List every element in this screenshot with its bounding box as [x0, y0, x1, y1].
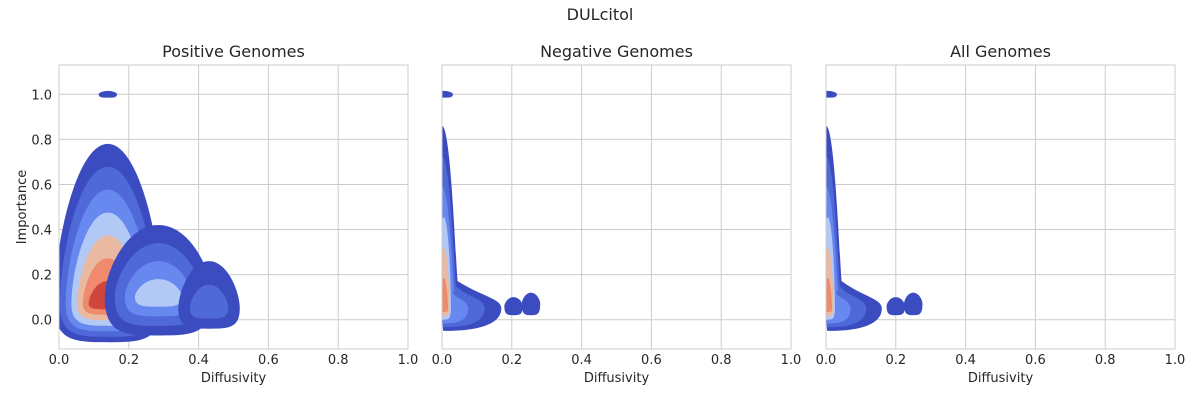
- x-tick-label: 0.0: [49, 353, 70, 368]
- panel-title: Positive Genomes: [162, 42, 305, 61]
- x-tick-label: 1.0: [1165, 353, 1186, 368]
- panel-3: 0.0 0.2 0.4 0.6 0.8 1.0 All Genomes Diffusivity: [816, 42, 1186, 386]
- x-tick-label: 0.6: [641, 353, 662, 368]
- x-tick-label: 0.4: [571, 353, 592, 368]
- panel-2: 0.0 0.2 0.4 0.6 0.8 1.0 Negative Genomes Diffus…: [432, 42, 802, 386]
- panel-title: All Genomes: [950, 42, 1051, 61]
- x-axis-label: Diffusivity: [968, 371, 1034, 386]
- x-tick-label: 1.0: [398, 353, 419, 368]
- y-tick-label: 0.0: [31, 314, 52, 329]
- x-tick-label: 0.4: [188, 353, 209, 368]
- contour-level: [521, 292, 541, 316]
- contour-level: [189, 284, 229, 319]
- contour-level: [442, 90, 453, 98]
- contour-level: [826, 90, 837, 98]
- x-tick-label: 0.6: [1025, 353, 1046, 368]
- density-contours: [59, 90, 240, 343]
- contour-level: [134, 279, 182, 307]
- axes-frame: [441, 64, 792, 350]
- contour-level: [504, 297, 523, 316]
- x-tick-label: 1.0: [781, 353, 802, 368]
- x-tick-label: 0.0: [432, 353, 453, 368]
- density-contours: [442, 90, 541, 331]
- x-axis-label: Diffusivity: [584, 371, 650, 386]
- figure-suptitle: DULcitol: [566, 5, 634, 24]
- contour-level: [886, 297, 906, 316]
- x-tick-label: 0.6: [258, 353, 279, 368]
- panel-1: 0.0 0.2 0.4 0.6 0.8 1.0 0.0 0.2 0.4 0.6 0.8 1.0 Posi…: [15, 42, 418, 386]
- x-tick-label: 0.0: [816, 353, 837, 368]
- x-tick-label: 0.8: [1095, 353, 1116, 368]
- contour-level: [904, 292, 923, 316]
- x-tick-label: 0.4: [955, 353, 976, 368]
- axes-frame: [58, 64, 409, 350]
- y-tick-label: 0.6: [31, 178, 52, 193]
- contour-level: [98, 90, 118, 98]
- y-axis-label: Importance: [15, 170, 30, 245]
- contour-level: [826, 278, 833, 313]
- x-tick-label: 0.2: [501, 353, 522, 368]
- contour-level: [442, 278, 449, 313]
- axes-frame: [825, 64, 1176, 350]
- contour-level: [826, 125, 882, 331]
- x-axis-label: Diffusivity: [201, 371, 267, 386]
- y-tick-label: 0.8: [31, 133, 52, 148]
- y-tick-label: 1.0: [31, 88, 52, 103]
- x-tick-label: 0.2: [118, 353, 139, 368]
- density-contours: [826, 90, 923, 331]
- y-tick-label: 0.4: [31, 224, 52, 239]
- panel-title: Negative Genomes: [540, 42, 693, 61]
- y-tick-label: 0.2: [31, 269, 52, 284]
- x-tick-label: 0.8: [711, 353, 732, 368]
- contour-level: [442, 125, 502, 331]
- x-tick-label: 0.2: [885, 353, 906, 368]
- x-tick-label: 0.8: [328, 353, 349, 368]
